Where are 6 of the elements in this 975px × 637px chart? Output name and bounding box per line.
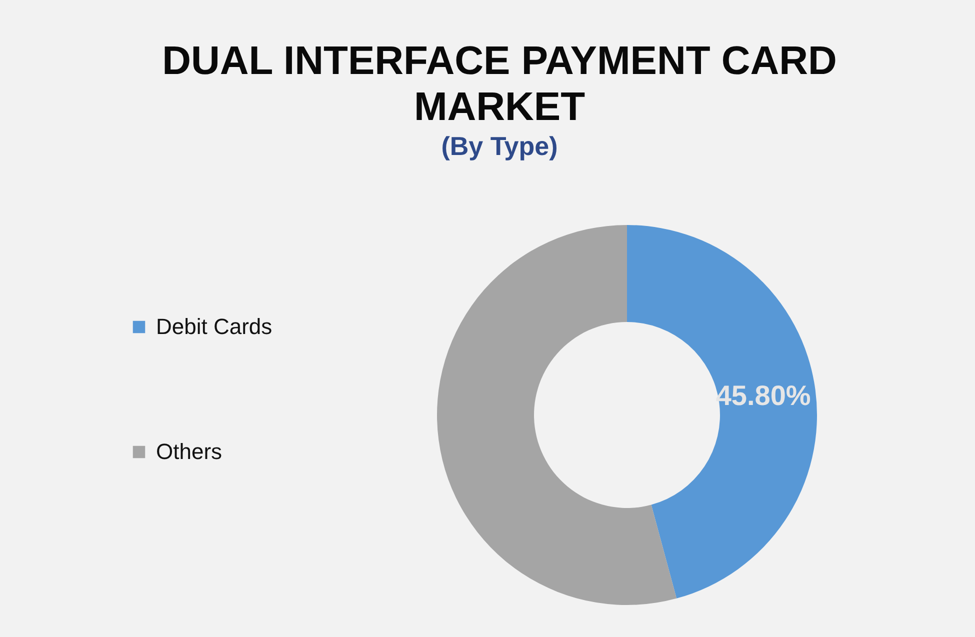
donut-slice bbox=[627, 225, 817, 598]
chart-subtitle: (By Type) bbox=[441, 131, 558, 161]
legend-label: Others bbox=[156, 439, 222, 464]
chart-title: DUAL INTERFACE PAYMENT CARD MARKET bbox=[162, 39, 837, 129]
legend-label: Debit Cards bbox=[156, 314, 272, 339]
donut-slice bbox=[437, 225, 677, 605]
